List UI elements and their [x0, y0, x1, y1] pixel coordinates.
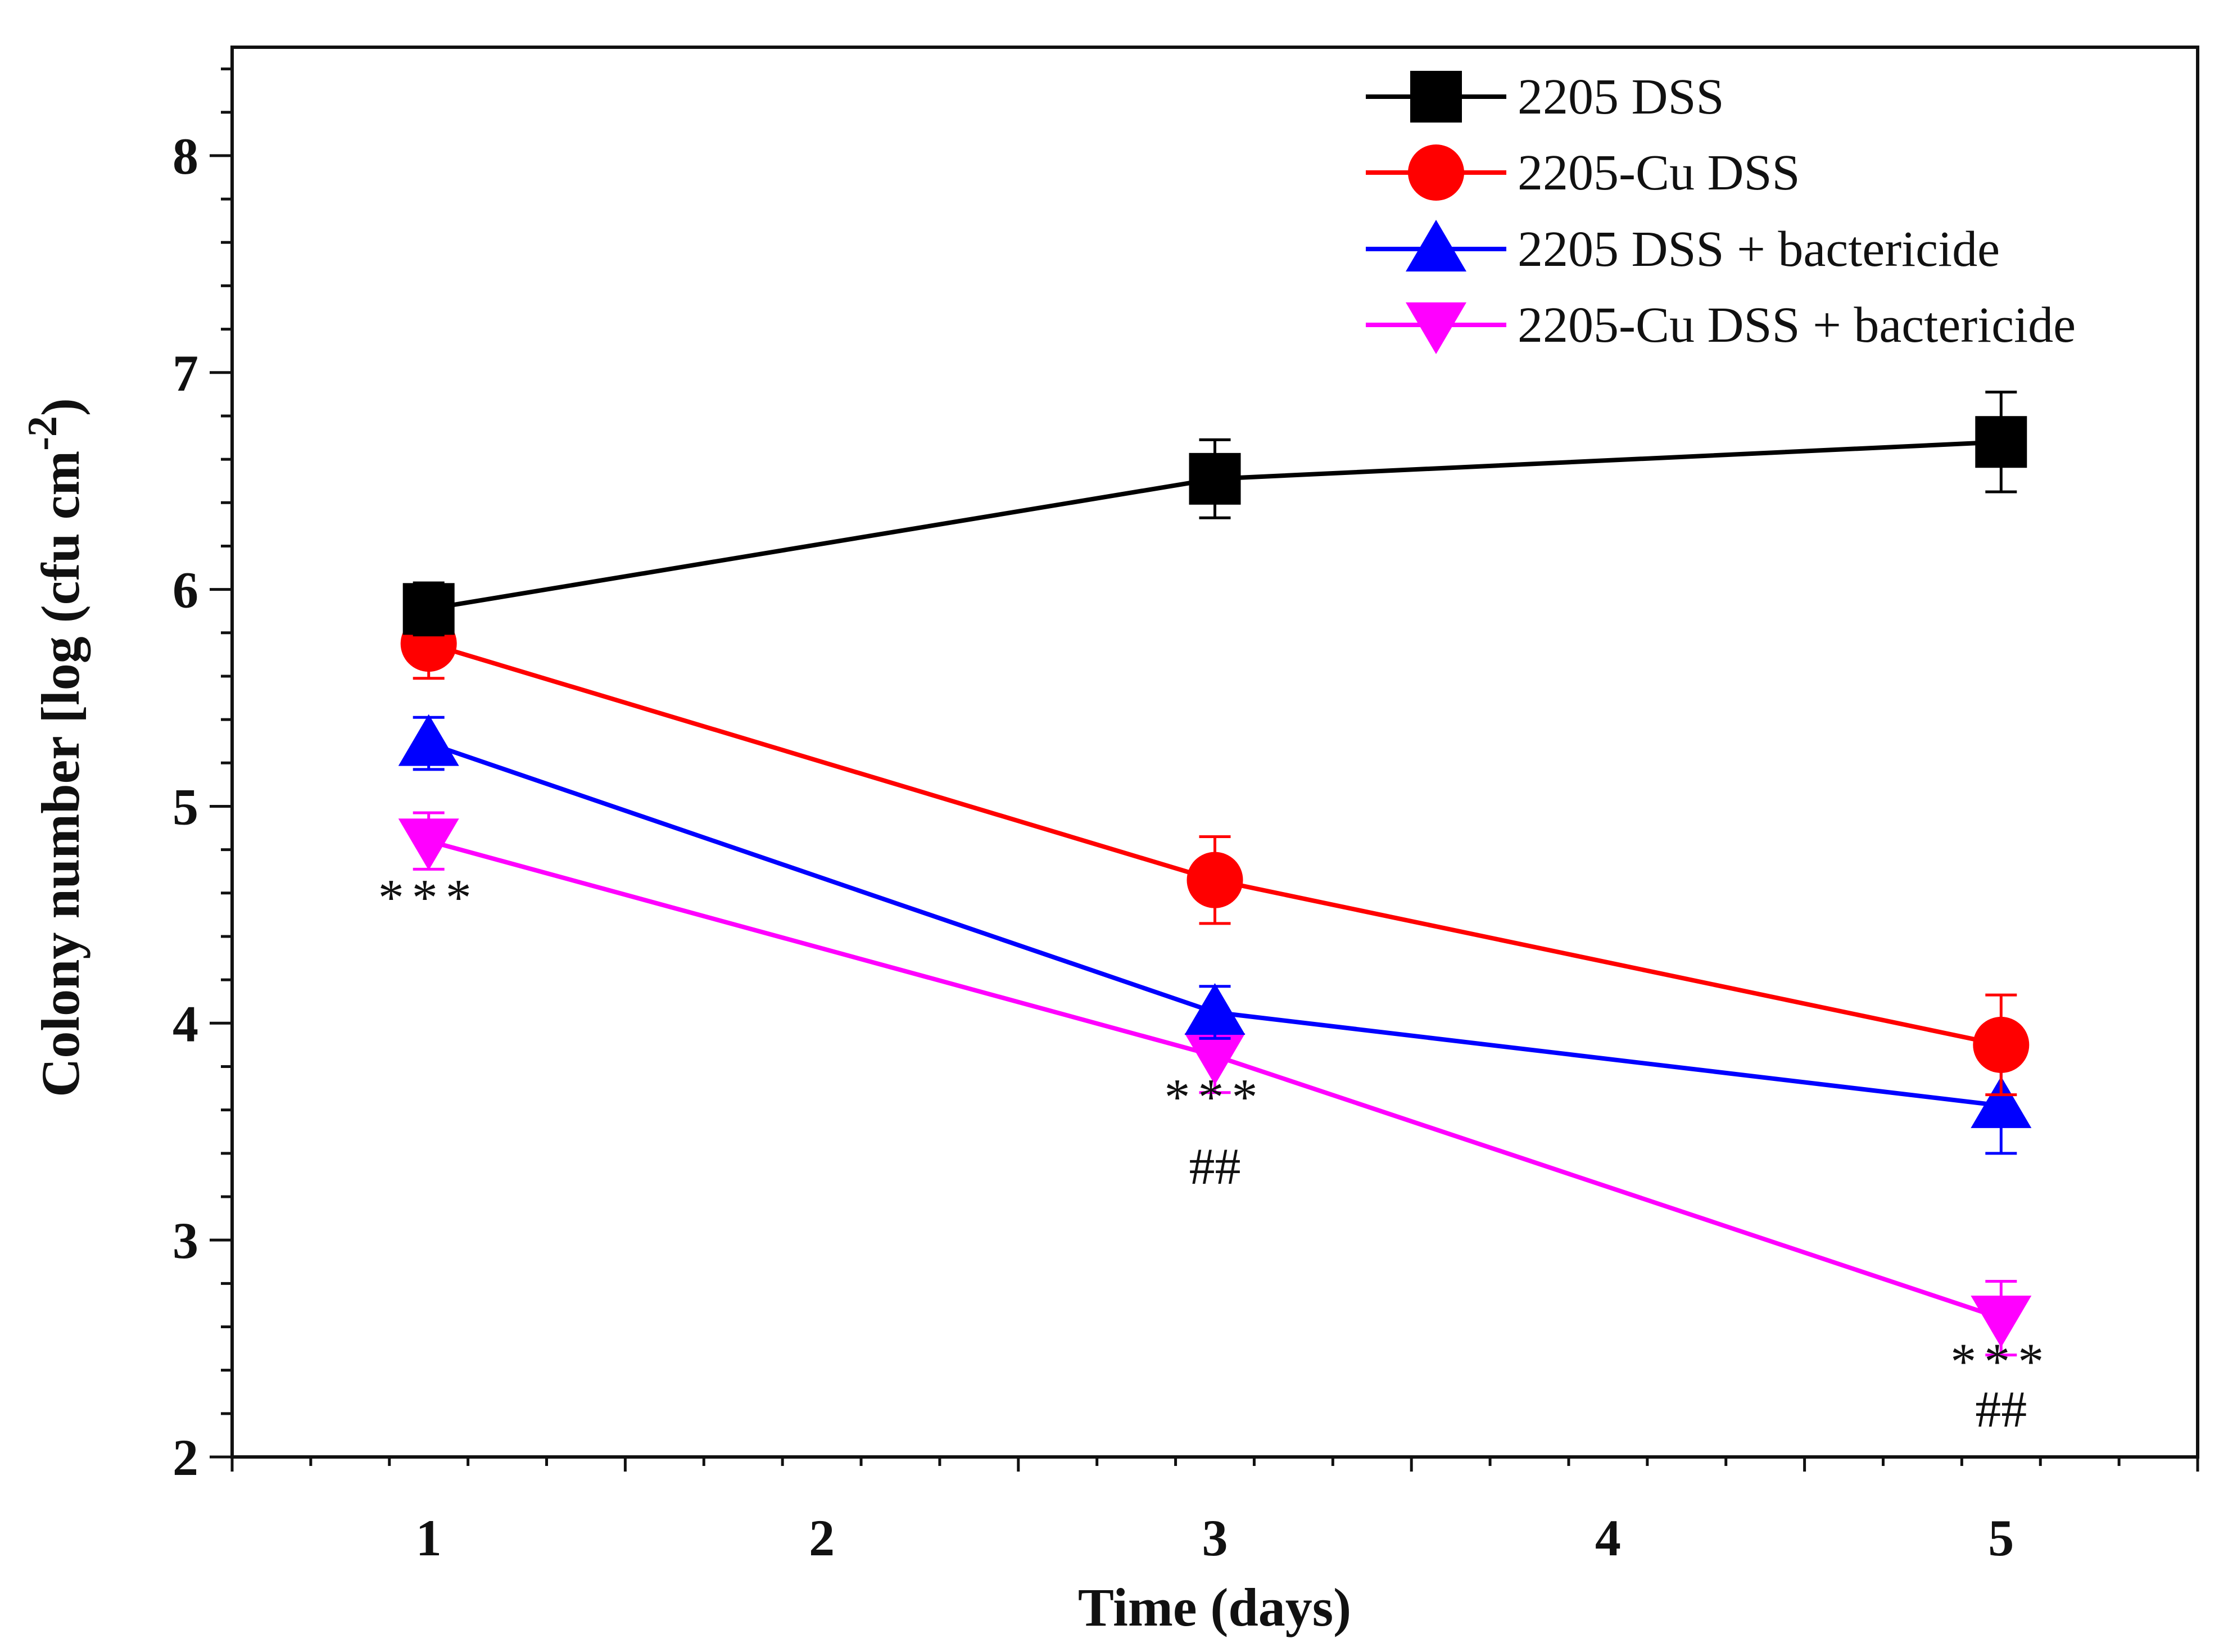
series-2 [398, 714, 2032, 1155]
y-tick-label: 7 [173, 345, 198, 402]
series-3 [398, 811, 2032, 1357]
data-point [1184, 983, 1246, 1035]
data-point [1973, 1016, 2030, 1073]
annotation-label: *** [378, 868, 479, 926]
y-axis-ticks: 2 3 4 5 6 7 8 [173, 67, 232, 1486]
data-point [1187, 852, 1243, 908]
data-point [398, 818, 459, 871]
x-tick-label: 4 [1595, 1509, 1621, 1567]
x-axis-ticks: 1 2 3 4 5 [230, 1457, 2199, 1567]
x-tick-label: 2 [809, 1509, 835, 1567]
y-tick-label: 4 [173, 995, 198, 1052]
x-axis-title: Time (days) [1078, 1577, 1351, 1637]
data-point [1184, 1033, 1246, 1085]
y-tick-label: 5 [173, 778, 198, 835]
y-tick-label: 6 [173, 562, 198, 619]
legend-label: 2205 DSS + bactericide [1518, 221, 2000, 277]
data-point [1971, 1296, 2032, 1348]
annotation-label: *** [1950, 1333, 2052, 1390]
data-point [1975, 416, 2027, 468]
y-axis-title-close: ) [30, 398, 90, 416]
series-0 [402, 390, 2027, 637]
data-point [1189, 452, 1241, 505]
y-axis-title-main: Colony number [log (cfu cm [30, 451, 90, 1097]
y-axis-title-superscript: -2 [20, 416, 66, 451]
legend: 2205 DSS 2205-Cu DSS 2205 DSS + bactericid… [1366, 69, 2076, 354]
series-layer [398, 390, 2032, 1357]
x-tick-label: 3 [1202, 1509, 1228, 1567]
x-tick-label: 1 [416, 1509, 442, 1567]
series-1 [400, 607, 2030, 1097]
data-point [398, 714, 459, 766]
legend-label: 2205-Cu DSS [1518, 145, 1800, 201]
y-tick-label: 8 [173, 128, 198, 185]
annotation-label: *** [1165, 1068, 1266, 1125]
annotation-label: ## [1975, 1381, 2027, 1438]
legend-marker [1406, 302, 1466, 354]
y-tick-label: 2 [173, 1429, 198, 1486]
x-tick-label: 5 [1988, 1509, 2014, 1567]
y-axis-title: Colony number [log (cfu cm-2) [20, 398, 90, 1097]
svg-text:Colony number [log (cfu cm-2): Colony number [log (cfu cm-2) [20, 398, 90, 1097]
data-point [402, 583, 455, 635]
annotations: ******##***## [378, 868, 2052, 1438]
legend-marker [1410, 71, 1462, 123]
data-point [1971, 1076, 2032, 1128]
legend-marker [1406, 220, 1466, 271]
y-tick-label: 3 [173, 1212, 198, 1269]
legend-marker [1408, 144, 1464, 201]
legend-label: 2205-Cu DSS + bactericide [1518, 297, 2076, 353]
legend-label: 2205 DSS [1518, 69, 1724, 125]
annotation-label: ## [1189, 1138, 1241, 1195]
plot-frame [230, 46, 2199, 1459]
